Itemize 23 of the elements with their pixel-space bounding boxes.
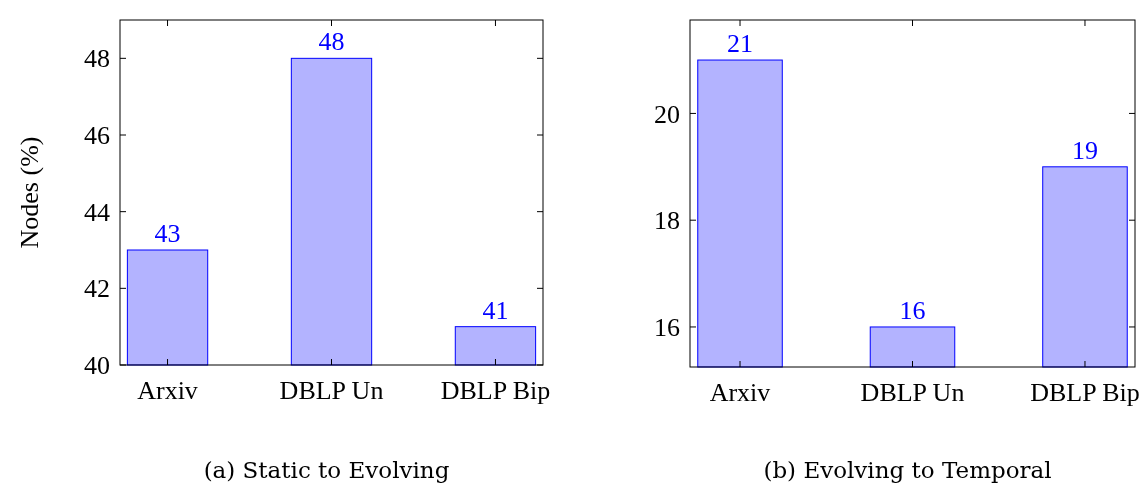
data-label: 43 [154,219,181,248]
y-tick-label: 44 [84,197,110,227]
data-label: 41 [482,295,509,325]
x-tick-label: Arxiv [709,378,771,407]
data-label: 48 [318,27,345,57]
data-label: 16 [899,295,926,325]
x-tick-label: DBLP Bip [440,376,551,405]
text: (a) Static to Evolving [203,457,450,483]
y-tick-label: 46 [84,121,110,151]
data-label: 21 [727,29,754,59]
y-tick-label: 16 [654,313,680,343]
y-tick-label: 18 [654,206,680,236]
x-tick-label: DBLP Un [860,378,965,407]
text: (b) Evolving to Temporal [763,457,1052,483]
y-tick-label: 42 [84,274,110,304]
y-tick-label: 40 [84,351,110,381]
x-tick-label: Arxiv [137,376,198,405]
y-axis-title: Nodes (%) [15,136,44,249]
y-tick-label: 20 [654,99,680,129]
x-tick-label: DBLP Un [279,376,384,405]
y-tick-label: 48 [84,44,110,74]
data-label: 19 [1071,135,1098,165]
x-tick-label: DBLP Bip [1030,378,1140,407]
